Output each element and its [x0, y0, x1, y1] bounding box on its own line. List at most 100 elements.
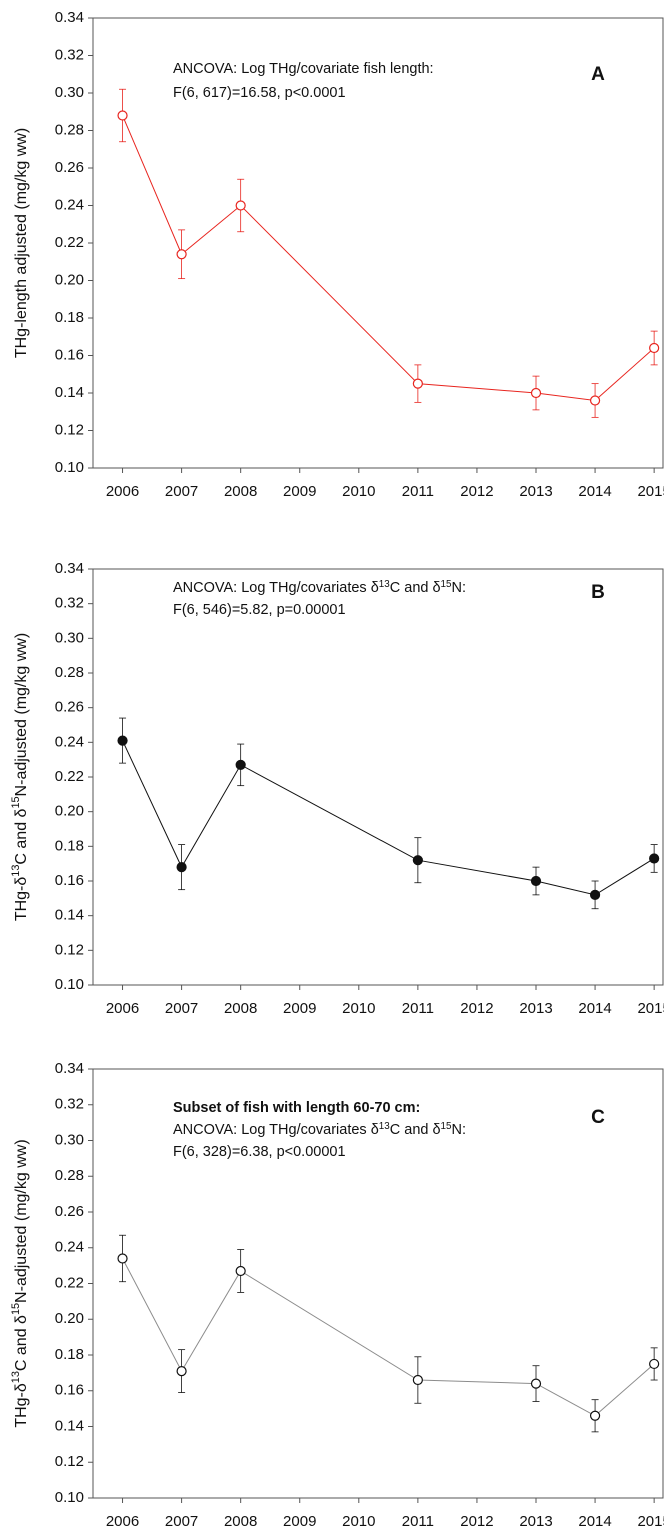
text-part: THg-length adjusted (mg/kg ww) [13, 128, 30, 358]
x-tick-label: 2014 [578, 483, 611, 500]
text-part: ANCOVA: Log THg/covariate fish length: [173, 61, 434, 77]
text-part: C and δ [13, 1315, 30, 1371]
y-axis-label: THg-δ13C and δ15N-adjusted (mg/kg ww) [10, 1139, 30, 1427]
x-tick-label: 2007 [165, 483, 198, 500]
y-tick-label: 0.14 [55, 907, 84, 924]
x-tick-label: 2009 [283, 483, 316, 500]
y-tick-label: 0.24 [55, 733, 84, 750]
y-tick-label: 0.32 [55, 46, 84, 63]
y-tick-label: 0.34 [55, 9, 84, 26]
y-tick-label: 0.30 [55, 84, 84, 101]
y-tick-label: 0.10 [55, 976, 84, 993]
data-point [117, 1253, 128, 1264]
y-tick-label: 0.14 [55, 384, 84, 401]
text-part: F(6, 328)=6.38, p<0.00001 [173, 1144, 346, 1160]
data-point [589, 889, 601, 900]
y-tick-label: 0.28 [55, 121, 84, 138]
text-part: THg-δ [13, 877, 30, 922]
x-tick-label: 2011 [402, 1513, 434, 1529]
data-point [589, 1410, 601, 1421]
data-line [122, 740, 655, 896]
data-point [412, 378, 423, 389]
annotation: ANCOVA: Log THg/covariates δ13C and δ15N… [173, 1121, 466, 1139]
x-tick-label: 2014 [578, 1513, 611, 1529]
data-point [412, 855, 423, 866]
superscript: 15 [10, 796, 22, 808]
y-tick-label: 0.10 [55, 459, 84, 476]
data-line [122, 1258, 655, 1417]
y-tick-label: 0.28 [55, 1167, 84, 1184]
y-tick-label: 0.18 [55, 837, 84, 854]
text-part: N-adjusted (mg/kg ww) [13, 633, 30, 797]
y-tick-label: 0.14 [55, 1417, 84, 1434]
x-tick-label: 2009 [283, 1000, 316, 1017]
y-tick-label: 0.20 [55, 803, 84, 820]
data-point [176, 1365, 187, 1377]
annotation: F(6, 617)=16.58, p<0.0001 [173, 85, 346, 101]
y-tick-label: 0.32 [55, 1096, 84, 1113]
text-part: THg-δ [13, 1383, 30, 1428]
data-point [117, 735, 128, 746]
x-tick-label: 2013 [519, 1000, 552, 1017]
data-point [117, 110, 128, 121]
x-tick-label: 2006 [106, 483, 139, 500]
x-tick-label: 2015 [637, 1000, 664, 1017]
data-line [122, 115, 655, 402]
y-tick-label: 0.12 [55, 421, 84, 438]
text-part: Subset of fish with length 60-70 cm: [173, 1100, 420, 1116]
y-tick-label: 0.34 [55, 1060, 84, 1077]
x-tick-label: 2007 [165, 1513, 198, 1529]
x-tick-label: 2008 [224, 1000, 257, 1017]
x-tick-label: 2010 [342, 1000, 375, 1017]
x-tick-label: 2011 [402, 1000, 434, 1017]
x-tick-label: 2011 [402, 483, 434, 500]
superscript: 13 [379, 579, 390, 590]
text-part: F(6, 546)=5.82, p=0.00001 [173, 602, 346, 618]
superscript: 13 [379, 1121, 390, 1132]
x-tick-label: 2012 [460, 483, 493, 500]
text-part: N: [452, 580, 467, 596]
data-point [176, 249, 187, 260]
y-tick-label: 0.20 [55, 1310, 84, 1327]
x-tick-label: 2010 [342, 483, 375, 500]
data-point [530, 387, 542, 399]
x-tick-label: 2006 [106, 1513, 139, 1529]
data-point [412, 1374, 423, 1386]
text-part: ANCOVA: Log THg/covariates δ [173, 1122, 379, 1138]
y-tick-label: 0.26 [55, 699, 84, 716]
data-point [235, 200, 246, 211]
y-tick-label: 0.28 [55, 664, 84, 681]
y-tick-label: 0.30 [55, 629, 84, 646]
y-tick-label: 0.16 [55, 1382, 84, 1399]
text-part: ANCOVA: Log THg/covariates δ [173, 580, 379, 596]
y-tick-label: 0.22 [55, 1274, 84, 1291]
y-axis-label: THg-δ13C and δ15N-adjusted (mg/kg ww) [10, 633, 30, 921]
y-tick-label: 0.24 [55, 1239, 84, 1256]
annotation: F(6, 328)=6.38, p<0.00001 [173, 1144, 346, 1160]
superscript: 15 [441, 1121, 452, 1132]
text-part: C and δ [390, 1122, 441, 1138]
y-tick-label: 0.26 [55, 1203, 84, 1220]
y-tick-label: 0.12 [55, 941, 84, 958]
y-tick-label: 0.18 [55, 309, 84, 326]
y-tick-label: 0.22 [55, 234, 84, 251]
superscript: 13 [10, 865, 22, 877]
annotation: ANCOVA: Log THg/covariate fish length: [173, 61, 434, 77]
panel-label: C [591, 1107, 605, 1128]
y-tick-label: 0.10 [55, 1489, 84, 1506]
superscript: 13 [10, 1371, 22, 1383]
y-axis-label: THg-length adjusted (mg/kg ww) [13, 128, 30, 358]
data-point [235, 759, 246, 770]
data-point [530, 875, 542, 887]
y-tick-label: 0.34 [55, 560, 84, 577]
plot-frame [92, 568, 664, 986]
y-tick-label: 0.32 [55, 595, 84, 612]
x-tick-label: 2009 [283, 1513, 316, 1529]
data-point [530, 1378, 542, 1389]
y-tick-label: 0.24 [55, 196, 84, 213]
superscript: 15 [10, 1303, 22, 1315]
x-tick-label: 2012 [460, 1000, 493, 1017]
x-tick-label: 2015 [637, 483, 664, 500]
data-point [235, 1265, 246, 1277]
